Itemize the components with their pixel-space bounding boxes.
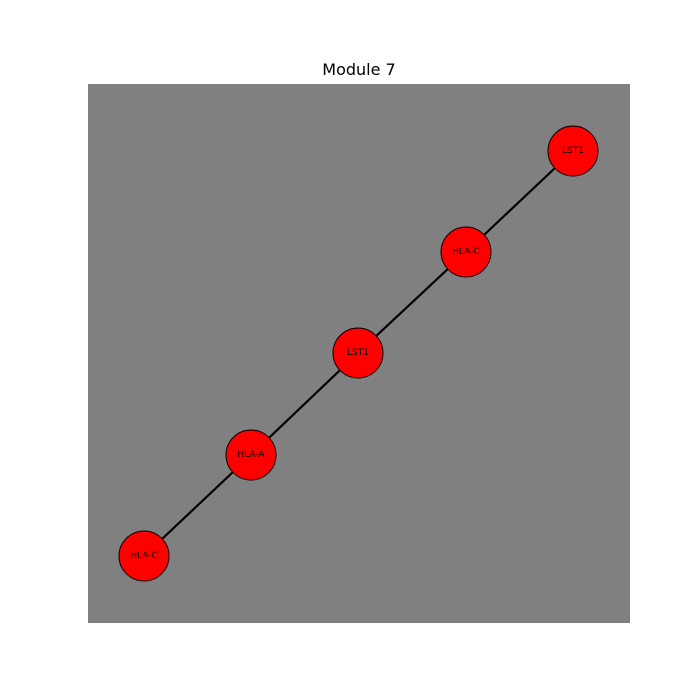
figure-title: Module 7 (322, 60, 396, 79)
node-label: LST1 (562, 146, 584, 156)
network-plot-area: LST1 HLA-C LST1 HLA-A HLA-C (88, 84, 630, 623)
node-n3: LST1 (332, 327, 384, 379)
node-label: LST1 (347, 348, 369, 358)
node-circle (440, 226, 492, 278)
node-n5: HLA-C (118, 530, 170, 582)
node-n2: HLA-C (440, 226, 492, 278)
node-circle (547, 125, 599, 177)
node-label: HLA-C (130, 551, 157, 561)
nodes-layer: LST1 HLA-C LST1 HLA-A HLA-C (118, 125, 599, 582)
node-label: HLA-C (452, 247, 479, 257)
node-circle (225, 429, 277, 481)
node-n4: HLA-A (225, 429, 277, 481)
node-label: HLA-A (237, 450, 265, 460)
node-n1: LST1 (547, 125, 599, 177)
node-circle (332, 327, 384, 379)
node-circle (118, 530, 170, 582)
